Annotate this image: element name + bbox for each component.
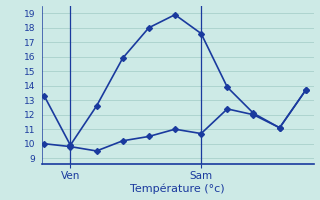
X-axis label: Température (°c): Température (°c) [130,184,225,194]
